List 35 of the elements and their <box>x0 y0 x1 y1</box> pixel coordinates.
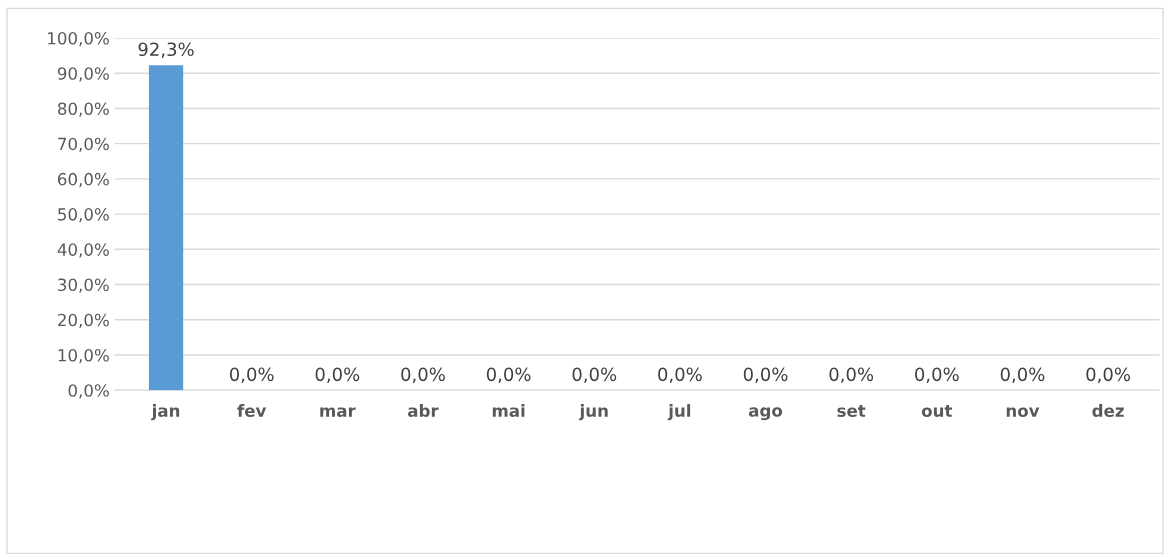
data-label: 0,0% <box>1000 367 1045 383</box>
data-label: 0,0% <box>915 367 959 383</box>
y-tick-label: 100,0% <box>48 31 109 47</box>
x-tick-label: jul <box>667 404 691 421</box>
data-label: 0,0% <box>829 367 874 383</box>
data-label: 0,0% <box>572 367 617 383</box>
y-tick-label: 20,0% <box>58 313 109 329</box>
x-tick-label: set <box>837 405 866 417</box>
y-tick-label: 50,0% <box>58 208 109 223</box>
x-tick-label: jan <box>151 404 180 421</box>
y-tick-label: 30,0% <box>58 278 109 293</box>
x-tick-label: mai <box>492 404 525 417</box>
x-tick-label: nov <box>1006 407 1040 417</box>
data-label: 0,0% <box>658 367 702 383</box>
y-tick-label: 10,0% <box>58 348 109 364</box>
x-tick-label: abr <box>407 404 439 417</box>
x-tick-label: out <box>921 405 953 417</box>
data-label: 0,0% <box>1086 367 1131 383</box>
y-tick-label: 60,0% <box>58 172 109 188</box>
data-label: 0,0% <box>315 367 360 383</box>
data-label: 92,3% <box>138 42 194 58</box>
x-tick-label: fev <box>237 404 267 417</box>
data-label: 0,0% <box>486 367 531 383</box>
y-tick-label: 0,0% <box>68 384 109 399</box>
data-label: 0,0% <box>229 367 274 383</box>
y-tick-label: 70,0% <box>58 137 109 152</box>
data-label: 0,0% <box>743 367 788 383</box>
x-tick-label: dez <box>1092 404 1124 417</box>
x-tick-label: jun <box>578 404 608 421</box>
y-tick-label: 90,0% <box>57 67 109 82</box>
y-tick-label: 40,0% <box>57 243 109 258</box>
x-tick-label: ago <box>748 407 783 421</box>
x-tick-label: mar <box>320 407 356 417</box>
data-label: 0,0% <box>401 367 445 383</box>
y-tick-label: 80,0% <box>57 102 109 117</box>
